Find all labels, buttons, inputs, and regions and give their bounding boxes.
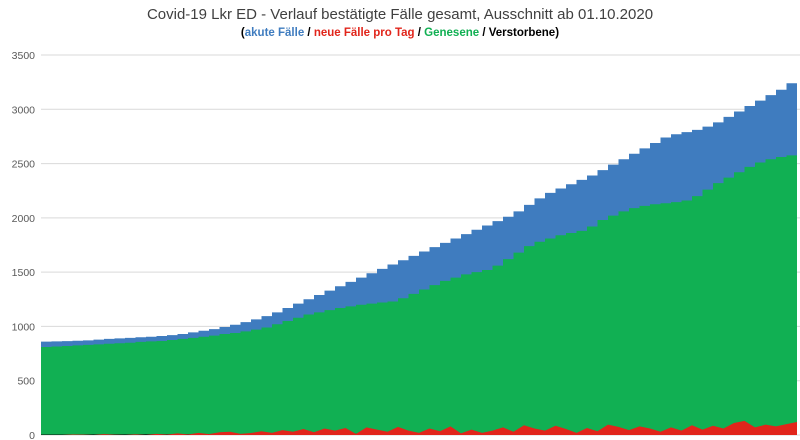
- y-tick-label: 2000: [12, 213, 36, 225]
- legend-new: neue Fälle pro Tag: [313, 27, 415, 39]
- y-tick-label: 1000: [12, 321, 36, 333]
- y-tick-label: 500: [17, 376, 35, 388]
- series-recovered-area: [41, 153, 797, 436]
- subtitle-sep: /: [414, 27, 425, 39]
- chart-title: Covid-19 Lkr ED - Verlauf bestätigte Fäl…: [146, 6, 654, 23]
- subtitle-sep: /: [304, 27, 314, 39]
- legend-recovered: Genesene: [424, 27, 480, 39]
- y-tick-label: 2500: [12, 159, 36, 171]
- y-tick-label: 3500: [12, 50, 36, 62]
- subtitle-close: ): [555, 27, 560, 39]
- plot-area: [41, 75, 797, 436]
- y-tick-label: 0: [29, 430, 35, 440]
- subtitle-sep: /: [479, 27, 489, 39]
- series-new-cases-area: [41, 420, 797, 435]
- legend-deaths: Verstorbene: [488, 27, 556, 39]
- chart-subtitle: (akute Fälle / neue Fälle pro Tag / Gene…: [0, 27, 800, 39]
- y-axis: 0 500 1000 1500 2000 2500 3000 3500: [12, 50, 36, 440]
- y-tick-label: 3000: [12, 104, 36, 116]
- y-tick-label: 1500: [12, 267, 36, 279]
- legend-acute: akute Fälle: [244, 27, 305, 39]
- subtitle-open: (: [240, 27, 245, 39]
